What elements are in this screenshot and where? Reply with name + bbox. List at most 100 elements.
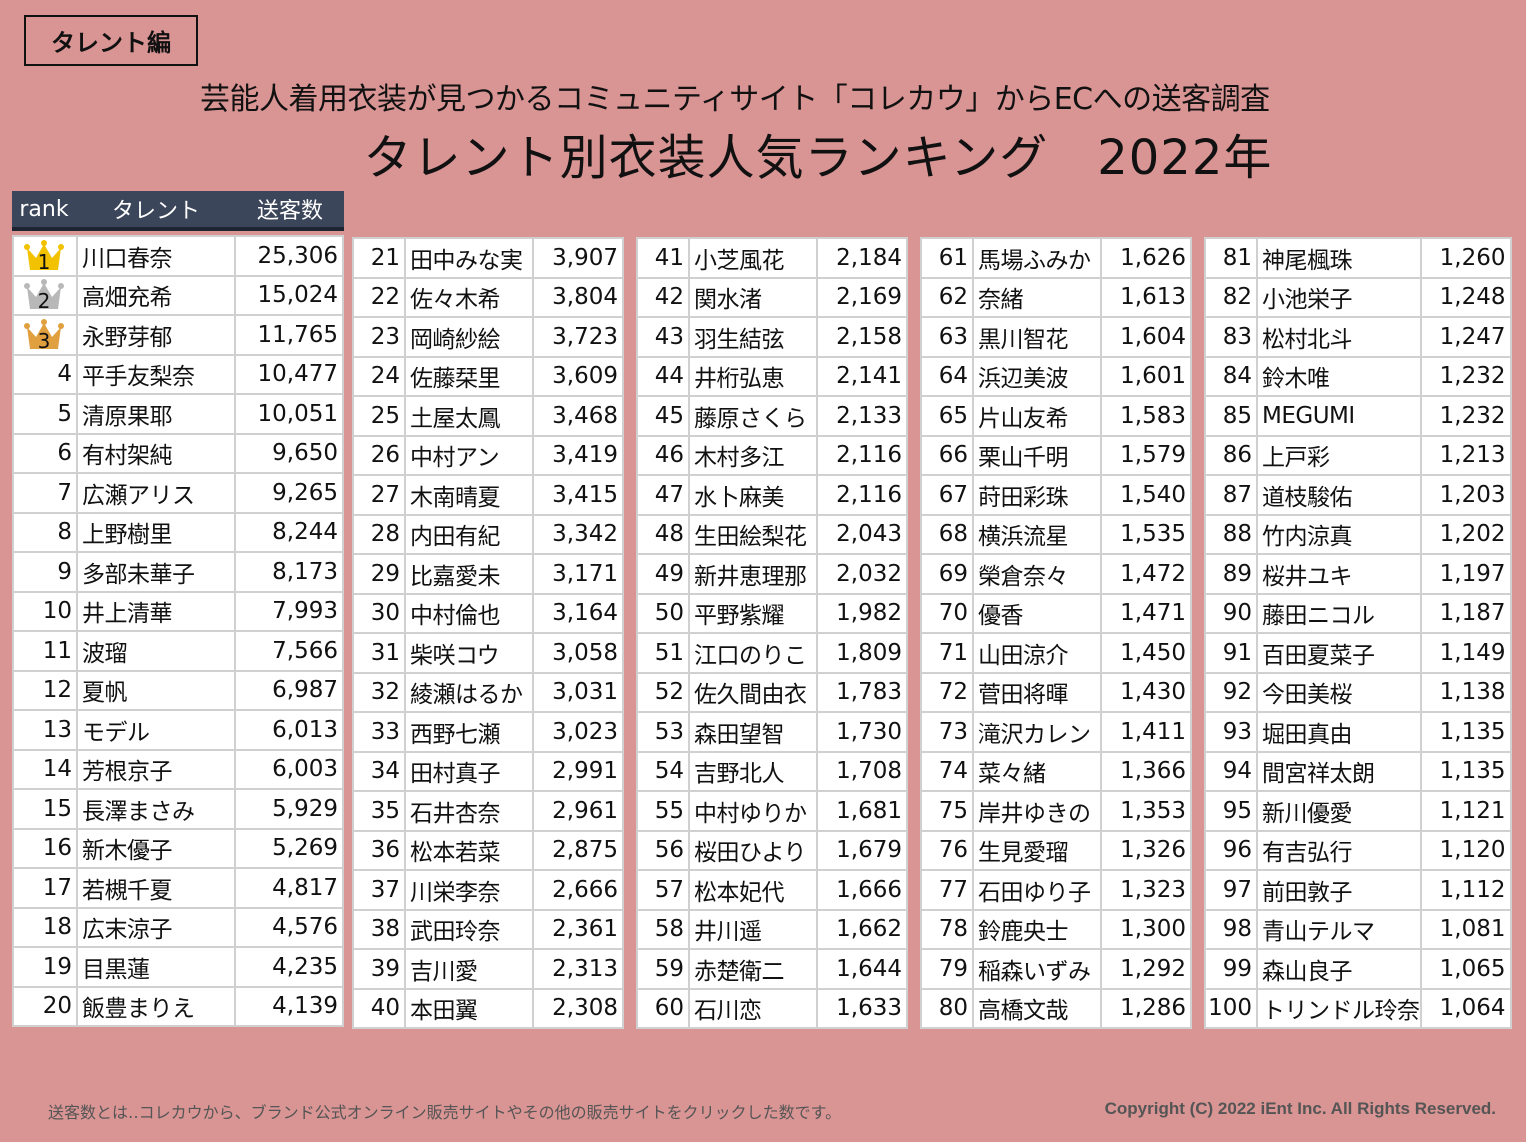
count-cell: 1,633	[818, 989, 908, 1029]
talent-name-cell: 赤楚衛二	[690, 950, 818, 990]
table-row: 96 有吉弘行 1,120	[1206, 831, 1512, 871]
table-row: 24 佐藤栞里 3,609	[354, 357, 624, 397]
rank-cell: 50	[638, 594, 690, 634]
table-row: 64 浜辺美波 1,601	[922, 357, 1192, 397]
header-count: 送客数	[256, 199, 323, 224]
talent-name-cell: 前田敦子	[1258, 871, 1422, 911]
table-row: 67 莳田彩珠 1,540	[922, 476, 1192, 516]
rank-cell: 28	[354, 515, 406, 555]
count-cell: 25,306	[236, 237, 344, 277]
count-cell: 4,235	[236, 948, 344, 988]
table-row: 5 清原果耶 10,051	[14, 395, 344, 435]
rank-cell: 44	[638, 357, 690, 397]
rank-cell: 99	[1206, 950, 1258, 990]
table-row: 11 波瑠 7,566	[14, 632, 344, 672]
count-cell: 1,450	[1102, 634, 1192, 674]
table-row: 14 芳根京子 6,003	[14, 750, 344, 790]
table-row: 75 岸井ゆきの 1,353	[922, 792, 1192, 832]
rank-cell: 63	[922, 318, 974, 358]
count-cell: 1,730	[818, 713, 908, 753]
talent-name-cell: 竹内涼真	[1258, 515, 1422, 555]
count-cell: 2,116	[818, 436, 908, 476]
count-cell: 1,203	[1421, 476, 1512, 516]
talent-name-cell: 佐藤栞里	[406, 357, 534, 397]
count-cell: 2,133	[818, 397, 908, 437]
talent-name-cell: 松村北斗	[1258, 318, 1422, 358]
rank-cell: 35	[354, 792, 406, 832]
count-cell: 1,579	[1102, 436, 1192, 476]
count-cell: 1,187	[1421, 594, 1512, 634]
talent-name-cell: 広瀬アリス	[78, 474, 236, 514]
rank-cell: 70	[922, 594, 974, 634]
talent-name-cell: 浜辺美波	[974, 357, 1102, 397]
talent-name-cell: 羽生結弦	[690, 318, 818, 358]
talent-name-cell: 鈴木唯	[1258, 357, 1422, 397]
talent-name-cell: 岸井ゆきの	[974, 792, 1102, 832]
talent-name-cell: 多部未華子	[78, 553, 236, 593]
table-row: 82 小池栄子 1,248	[1206, 278, 1512, 318]
rank-cell: 93	[1206, 713, 1258, 753]
table-row: 93 堀田真由 1,135	[1206, 713, 1512, 753]
talent-name-cell: 本田翼	[406, 989, 534, 1029]
talent-name-cell: 有村架純	[78, 434, 236, 474]
table-row: 9 多部未華子 8,173	[14, 553, 344, 593]
table-row: 49 新井恵理那 2,032	[638, 555, 908, 595]
rank-cell: 19	[14, 948, 78, 988]
count-cell: 1,613	[1102, 278, 1192, 318]
talent-name-cell: 川栄李奈	[406, 871, 534, 911]
table-row: 77 石田ゆり子 1,323	[922, 871, 1192, 911]
rank-cell: 57	[638, 871, 690, 911]
table-row: 88 竹内涼真 1,202	[1206, 515, 1512, 555]
count-cell: 3,804	[534, 278, 624, 318]
rank-cell: 11	[14, 632, 78, 672]
talent-name-cell: 道枝駿佑	[1258, 476, 1422, 516]
table-row: 28 内田有紀 3,342	[354, 515, 624, 555]
rank-cell: 21	[354, 239, 406, 279]
talent-name-cell: 中村ゆりか	[690, 792, 818, 832]
talent-name-cell: 松本妃代	[690, 871, 818, 911]
count-cell: 1,809	[818, 634, 908, 674]
rank-cell: 27	[354, 476, 406, 516]
talent-name-cell: 石田ゆり子	[974, 871, 1102, 911]
talent-name-cell: モデル	[78, 711, 236, 751]
table-row: 33 西野七瀬 3,023	[354, 713, 624, 753]
table-row: 29 比嘉愛未 3,171	[354, 555, 624, 595]
count-cell: 1,708	[818, 752, 908, 792]
talent-name-cell: 綾瀬はるか	[406, 673, 534, 713]
count-cell: 1,601	[1102, 357, 1192, 397]
count-cell: 1,644	[818, 950, 908, 990]
rank-cell: 13	[14, 711, 78, 751]
table-row: 68 横浜流星 1,535	[922, 515, 1192, 555]
rank-cell: 77	[922, 871, 974, 911]
count-cell: 7,993	[236, 592, 344, 632]
count-cell: 1,666	[818, 871, 908, 911]
count-cell: 11,765	[236, 316, 344, 356]
talent-name-cell: 柴咲コウ	[406, 634, 534, 674]
rank-cell: 87	[1206, 476, 1258, 516]
table-row: 47 水卜麻美 2,116	[638, 476, 908, 516]
count-cell: 1,197	[1421, 555, 1512, 595]
talent-name-cell: 永野芽郁	[78, 316, 236, 356]
count-cell: 1,982	[818, 594, 908, 634]
count-cell: 3,342	[534, 515, 624, 555]
count-cell: 3,907	[534, 239, 624, 279]
rank-cell: 96	[1206, 831, 1258, 871]
talent-name-cell: 栗山千明	[974, 436, 1102, 476]
count-cell: 1,112	[1421, 871, 1512, 911]
count-cell: 1,138	[1421, 673, 1512, 713]
count-cell: 3,031	[534, 673, 624, 713]
rank-cell: 47	[638, 476, 690, 516]
count-cell: 1,260	[1421, 239, 1512, 279]
count-cell: 3,164	[534, 594, 624, 634]
rank-cell: 26	[354, 436, 406, 476]
table-row: 43 羽生結弦 2,158	[638, 318, 908, 358]
count-cell: 6,013	[236, 711, 344, 751]
crown-icon: 1	[24, 238, 64, 274]
table-row: 66 栗山千明 1,579	[922, 436, 1192, 476]
count-cell: 1,065	[1421, 950, 1512, 990]
table-row: 3 永野芽郁 11,765	[14, 316, 344, 356]
table-row: 92 今田美桜 1,138	[1206, 673, 1512, 713]
talent-name-cell: 平手友梨奈	[78, 355, 236, 395]
talent-name-cell: 滝沢カレン	[974, 713, 1102, 753]
count-cell: 9,265	[236, 474, 344, 514]
